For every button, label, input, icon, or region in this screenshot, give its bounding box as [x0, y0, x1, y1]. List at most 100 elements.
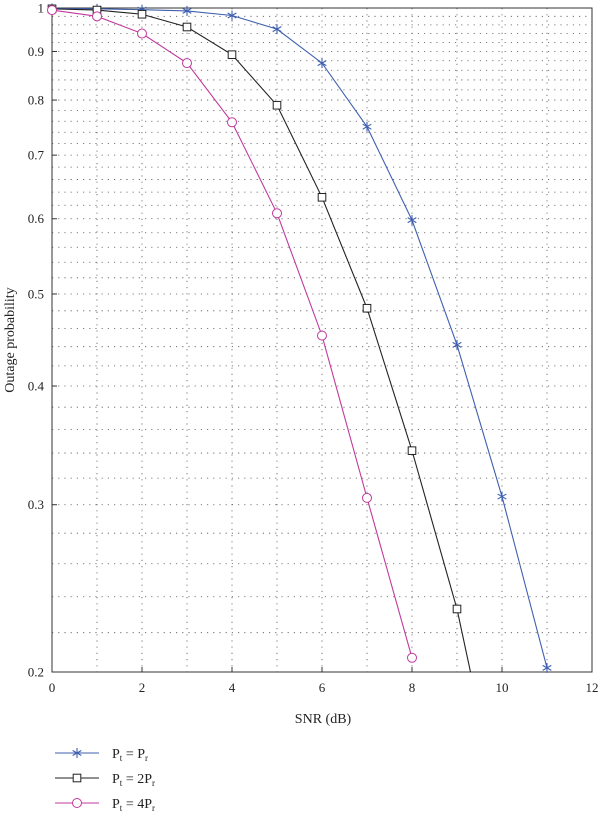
legend-label: Pt = Pr — [112, 747, 148, 763]
y-tick-label: 0.2 — [28, 665, 44, 680]
legend-subscript: t — [120, 803, 123, 813]
data-point-series-1 — [407, 446, 417, 455]
data-point-series-0 — [542, 662, 552, 673]
data-point-series-2 — [137, 28, 147, 39]
series-line-0 — [51, 7, 548, 669]
data-point-series-1 — [272, 100, 282, 110]
legend-subscript: r — [152, 803, 155, 813]
marker-asterisk-stroke — [362, 123, 372, 130]
legend-marker — [72, 773, 82, 783]
marker-square-shape — [182, 22, 192, 32]
legend-marker — [72, 798, 82, 808]
data-point-series-2 — [182, 58, 192, 69]
y-tick-label: 0.9 — [28, 44, 44, 59]
y-tick-label: 0.6 — [28, 211, 45, 226]
marker-square-shape — [227, 50, 237, 59]
x-tick-label: 0 — [49, 680, 56, 695]
legend-text-part: P — [112, 772, 120, 787]
data-point-series-0 — [182, 5, 192, 16]
marker-square-shape — [72, 773, 82, 783]
x-tick-label: 12 — [586, 680, 599, 695]
x-tick-label: 10 — [496, 680, 509, 695]
data-point-series-0 — [362, 121, 372, 132]
marker-square-shape — [407, 446, 417, 455]
legend-text-part: = 4P — [122, 797, 152, 812]
data-point-series-1 — [182, 22, 192, 32]
data-point-series-2 — [362, 492, 372, 503]
legend-text-part: = P — [122, 747, 145, 762]
data-point-series-2 — [272, 208, 282, 219]
series-layer — [47, 3, 552, 673]
legend-subscript: t — [120, 778, 123, 788]
data-point-series-2 — [227, 117, 237, 128]
data-point-series-2 — [317, 330, 327, 341]
data-point-series-0 — [452, 339, 462, 350]
marker-circle-shape — [317, 330, 327, 341]
data-point-series-1 — [227, 50, 237, 59]
data-point-series-1 — [362, 303, 372, 313]
legend-subscript: t — [120, 753, 123, 763]
data-point-series-0 — [497, 491, 507, 502]
data-point-series-2 — [47, 5, 57, 16]
y-tick-label: 0.3 — [28, 497, 44, 512]
y-tick-label: 0.7 — [28, 148, 45, 163]
legend-label: Pt = 4Pr — [112, 797, 155, 813]
y-tick-label: 0.8 — [28, 93, 44, 108]
data-point-series-1 — [317, 193, 327, 202]
data-point-series-0 — [272, 24, 282, 35]
marker-asterisk-stroke — [407, 217, 417, 224]
y-tick-label: 0.5 — [28, 286, 44, 301]
legend-text-part: = 2P — [122, 772, 152, 787]
data-point-series-2 — [92, 11, 102, 22]
marker-circle-shape — [182, 58, 192, 69]
x-tick-label: 6 — [319, 680, 326, 695]
marker-asterisk-stroke — [452, 341, 462, 348]
x-tick-label: 2 — [139, 680, 146, 695]
legend-item-0: Pt = Pr — [55, 747, 148, 763]
legend-item-2: Pt = 4Pr — [55, 797, 155, 813]
data-point-series-1 — [137, 9, 147, 19]
marker-circle-shape — [227, 117, 237, 128]
axis-layer: 0 2 4 6 8 10 12 0.2 0.3 0.4 0.5 0.6 0.7 0.8 0.9 1 — [28, 1, 599, 696]
series-line-1 — [51, 8, 472, 673]
legend-label: Pt = 2Pr — [112, 772, 155, 788]
marker-asterisk-stroke — [227, 12, 237, 19]
y-axis-title: Outage probability — [3, 287, 18, 392]
marker-square-shape — [317, 193, 327, 202]
marker-circle-shape — [92, 11, 102, 22]
marker-asterisk-stroke — [182, 7, 192, 14]
marker-asterisk-stroke — [317, 60, 327, 67]
data-point-series-1 — [452, 604, 462, 614]
legend-text-part: P — [112, 797, 120, 812]
data-point-series-0 — [317, 58, 327, 69]
marker-square-shape — [137, 9, 147, 19]
marker-square-shape — [452, 604, 462, 614]
data-point-series-0 — [407, 215, 417, 226]
marker-asterisk-stroke — [542, 664, 552, 671]
x-tick-label: 8 — [409, 680, 416, 695]
data-point-series-2 — [407, 652, 417, 663]
x-axis-title: SNR (dB) — [295, 712, 352, 727]
marker-square-shape — [272, 100, 282, 110]
legend-subscript: r — [152, 778, 155, 788]
marker-square-shape — [362, 303, 372, 313]
x-tick-label: 4 — [229, 680, 236, 695]
marker-circle-shape — [137, 28, 147, 39]
data-point-series-0 — [227, 10, 237, 21]
marker-asterisk-stroke — [272, 26, 282, 33]
legend-marker — [72, 748, 82, 758]
legend-subscript: r — [145, 753, 148, 763]
marker-asterisk-stroke — [497, 493, 507, 500]
legend-text-part: P — [112, 747, 120, 762]
marker-circle-shape — [47, 5, 57, 16]
y-tick-label: 0.4 — [28, 379, 45, 394]
marker-circle-shape — [407, 652, 417, 663]
legend-item-1: Pt = 2Pr — [55, 772, 155, 788]
marker-circle-shape — [272, 208, 282, 219]
marker-circle-shape — [72, 798, 82, 808]
marker-circle-shape — [362, 492, 372, 503]
y-tick-label: 1 — [38, 1, 45, 16]
marker-asterisk-stroke — [72, 750, 82, 756]
